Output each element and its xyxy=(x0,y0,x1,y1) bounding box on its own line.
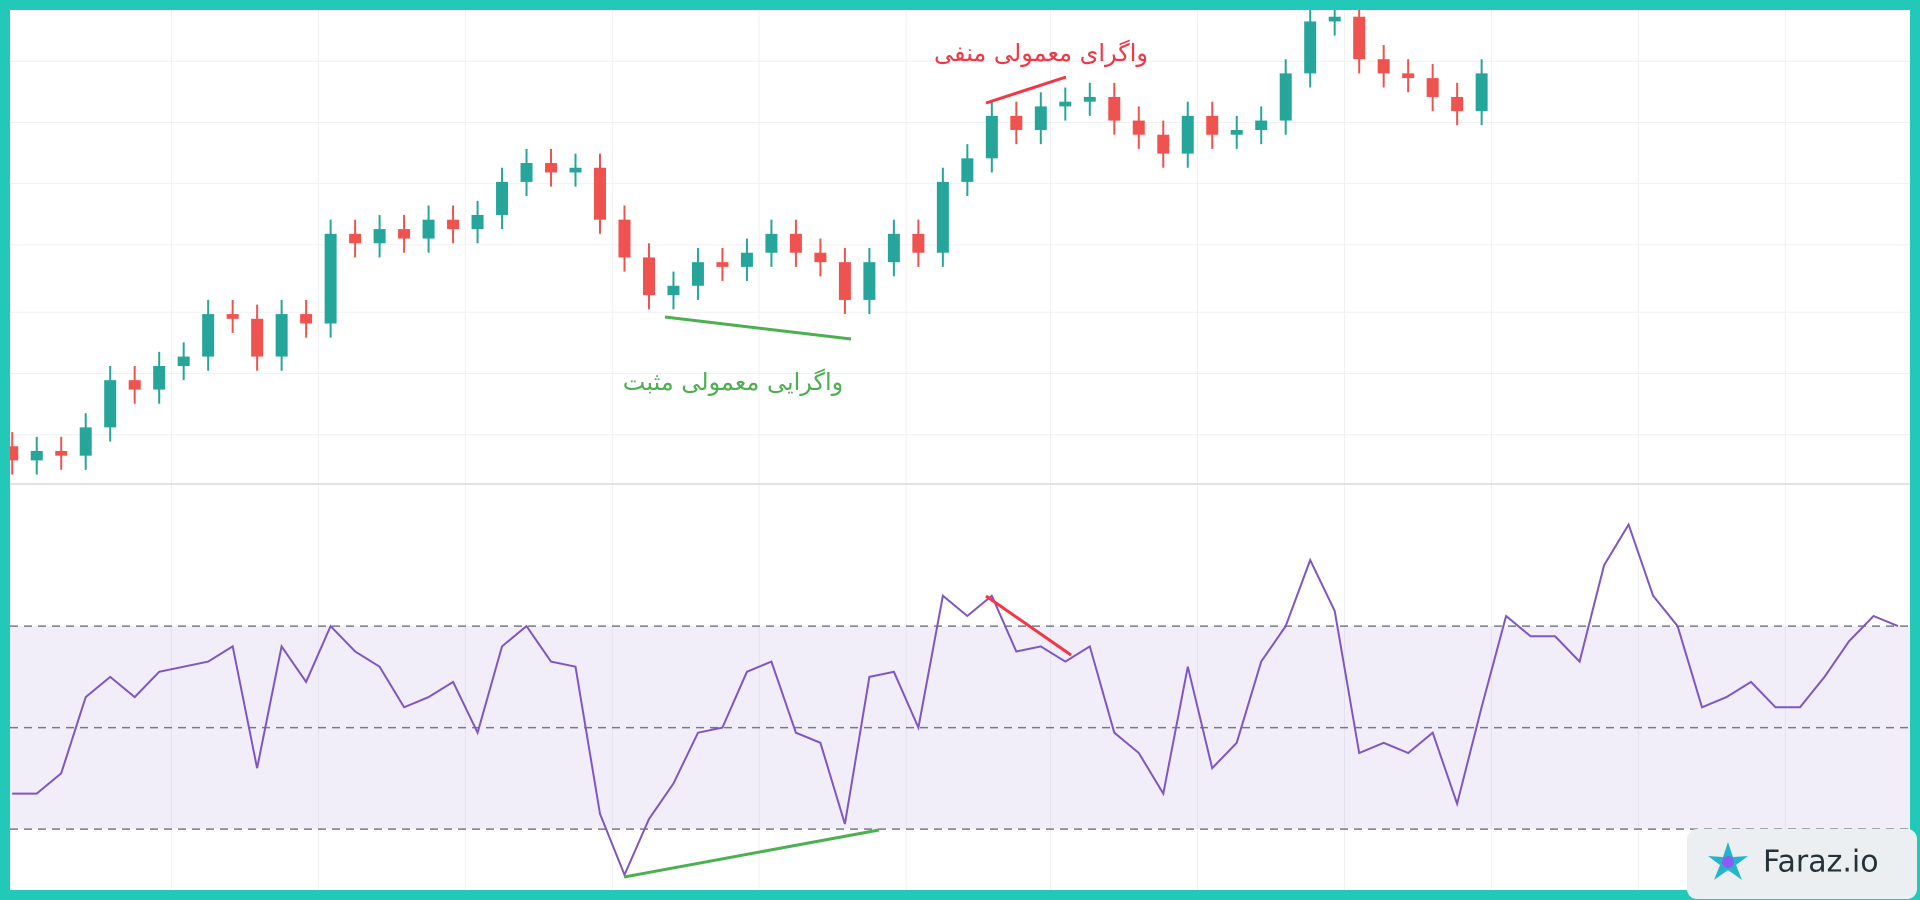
candle-body xyxy=(1328,16,1341,22)
candle-body xyxy=(251,318,264,357)
candle-body xyxy=(1304,21,1317,74)
candle-body xyxy=(1108,96,1121,121)
candle-body xyxy=(447,219,460,230)
candle-body xyxy=(814,252,827,263)
candle-body xyxy=(1083,96,1096,102)
candle-body xyxy=(422,219,435,239)
annotation: واگرایی معمولی مثبت xyxy=(623,368,843,396)
candle-body xyxy=(30,450,43,461)
candle-body xyxy=(300,314,313,324)
candle-body xyxy=(1059,101,1072,107)
candle-body xyxy=(569,167,582,173)
price-pane xyxy=(10,10,1488,475)
candle-body xyxy=(398,229,411,239)
candle-body xyxy=(10,446,19,461)
candle-body xyxy=(740,252,753,267)
candle-body xyxy=(1157,134,1170,154)
candle-body xyxy=(1255,120,1268,130)
candle-body xyxy=(985,115,998,159)
candle-body xyxy=(789,233,802,253)
candle-body xyxy=(202,314,215,357)
candle-body xyxy=(1402,73,1415,79)
candle-body xyxy=(1181,115,1194,154)
candle-body xyxy=(1132,120,1145,135)
logo-icon xyxy=(1708,842,1748,880)
candle-body xyxy=(863,262,876,300)
candle-body xyxy=(1377,59,1390,74)
candle-body xyxy=(128,380,141,390)
candle-body xyxy=(275,314,288,357)
candle-body xyxy=(349,233,362,244)
candle-body xyxy=(471,214,484,230)
candle-body xyxy=(177,356,190,366)
candle-body xyxy=(838,262,851,300)
watermark-text: Faraz.io xyxy=(1763,845,1879,880)
candle-body xyxy=(153,366,166,390)
candle-body xyxy=(545,163,558,173)
candle-body xyxy=(961,158,974,182)
candle-body xyxy=(887,233,900,263)
watermark-badge: Faraz.io xyxy=(1687,829,1917,899)
candle-body xyxy=(79,427,92,456)
candle-body xyxy=(226,314,239,319)
candle-body xyxy=(520,163,533,182)
grid xyxy=(10,10,1910,890)
candle-body xyxy=(618,219,631,258)
candle-body xyxy=(716,262,729,267)
candle-body xyxy=(373,229,386,244)
candle-body xyxy=(1353,16,1366,60)
candle-body xyxy=(936,181,949,253)
candle-body xyxy=(1279,73,1292,121)
chart-background xyxy=(10,10,1910,890)
divergence-line xyxy=(623,828,880,879)
candle-body xyxy=(765,233,778,253)
divergence-line xyxy=(985,75,1067,105)
candle-body xyxy=(55,450,68,456)
candle-body xyxy=(1034,106,1047,130)
badge-background xyxy=(1687,829,1917,899)
candle-body xyxy=(667,285,680,296)
candle-body xyxy=(594,167,606,220)
divergence-line xyxy=(985,594,1072,657)
candle-body xyxy=(324,233,337,324)
rsi-line xyxy=(12,522,1899,878)
candle-body xyxy=(1230,130,1243,135)
candle-body xyxy=(1451,96,1464,112)
candle-body xyxy=(691,262,704,286)
candle-body xyxy=(1426,78,1439,97)
candle-body xyxy=(496,181,509,215)
divergence-line xyxy=(664,315,852,341)
candle-body xyxy=(1206,115,1219,135)
candle-body xyxy=(642,257,655,296)
candle-body xyxy=(104,380,117,428)
candle-body xyxy=(912,233,925,253)
annotation: واگرای معمولی منفی xyxy=(934,39,1148,67)
rsi-pane xyxy=(10,522,1910,878)
candle-body xyxy=(1475,73,1488,112)
candle-body xyxy=(1010,115,1023,130)
